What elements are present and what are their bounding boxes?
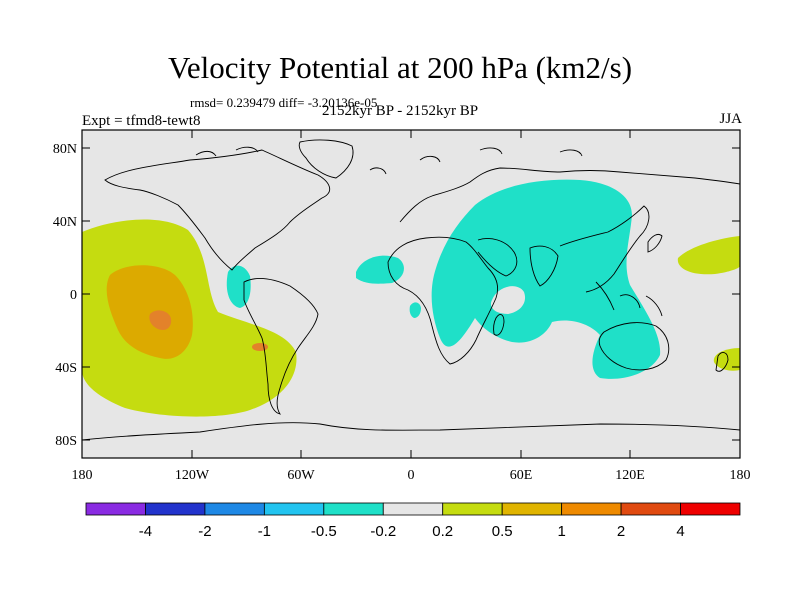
colorbar-label: 0.2 [432,523,453,540]
y-tick-label: 80S [55,434,77,449]
colorbar-swatch [680,502,741,516]
colorbar [85,502,741,516]
season-label: JJA [719,111,742,127]
plot-title: Velocity Potential at 200 hPa (km2/s) [167,50,633,85]
colorbar-label: 4 [676,523,684,540]
colorbar-label: 2 [617,523,625,540]
negative-anomaly-caribbean [226,265,251,308]
negative-anomaly-indian-ocean [431,179,661,379]
coast-japan [647,233,663,253]
positive-anomaly-small [252,343,268,351]
negative-anomaly-atlantic-small [409,302,421,318]
colorbar-label: -1 [258,523,271,540]
colorbar-label: -4 [139,523,152,540]
period-label: 2152kyr BP - 2152kyr BP [321,103,479,119]
y-tick-label: 80N [53,142,77,157]
colorbar-label: -2 [198,523,211,540]
x-tick-label: 60W [287,468,315,483]
colorbar-label: 0.5 [492,523,513,540]
y-tick-label: 0 [70,288,77,303]
experiment-label: Expt = tfmd8-tewt8 [82,113,201,129]
colorbar-swatch [263,502,325,516]
y-tick-label: 40N [53,215,77,230]
coast-greenland [298,139,354,179]
colorbar-swatch [561,502,622,516]
colorbar-swatch [145,502,206,516]
colorbar-swatch [501,502,563,516]
colorbar-labels: -4 -2 -1 -0.5 -0.2 0.2 0.5 1 2 4 [139,523,685,540]
x-ticks [81,130,741,458]
positive-anomaly-pacific-core [149,310,172,330]
colorbar-label: 1 [557,523,565,540]
colorbar-swatch [204,502,265,516]
colorbar-swatch [382,502,444,516]
y-tick-label: 40S [55,361,77,376]
colorbar-swatch [620,502,681,516]
coast-south-america [243,278,319,415]
contour-fields [82,179,740,417]
coastlines [82,139,740,441]
coast-europe [399,167,740,223]
y-ticks [82,147,740,441]
x-tick-label: 120E [615,468,645,483]
coast-antarctica [82,422,740,441]
x-tick-label: 180 [72,468,93,483]
coast-new-zealand [715,352,729,372]
x-tick-label: 120W [175,468,210,483]
colorbar-swatch [85,502,146,516]
coast-east-asia [559,205,650,293]
colorbar-swatch [442,502,503,516]
coast-madagascar [493,314,505,336]
coast-arabia-india [477,238,559,287]
coast-africa [387,236,499,365]
colorbar-label: -0.5 [311,523,337,540]
coast-australia [598,322,670,371]
colorbar-label: -0.2 [370,523,396,540]
x-tick-label: 0 [408,468,415,483]
coast-southeast-asia [595,281,663,317]
positive-anomaly-pacific-mid [106,265,193,359]
x-tick-label: 60E [510,468,533,483]
x-tick-label: 180 [730,468,751,483]
coast-north-america [104,149,331,271]
stats-subtitle: rmsd= 0.239479 diff= -3.20136e-05 [190,95,378,110]
colorbar-swatch [323,502,384,516]
positive-anomaly-west-pacific [677,236,740,275]
coast-arctic-islands [195,146,583,175]
